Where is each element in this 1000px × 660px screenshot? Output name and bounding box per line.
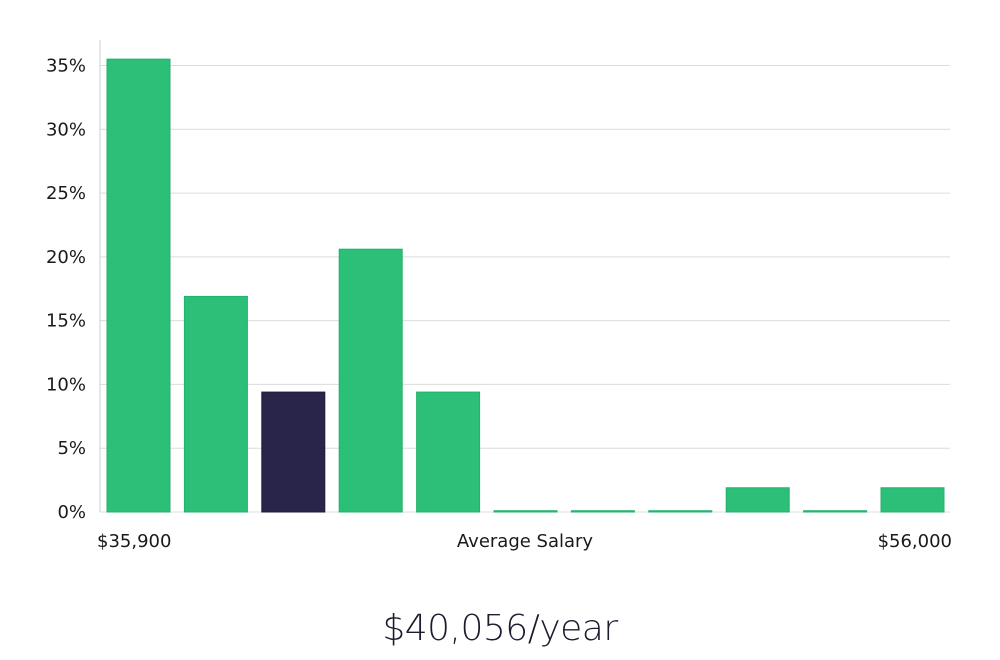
bars [106, 58, 945, 513]
y-tick-label: 0% [57, 502, 86, 523]
y-tick-label: 35% [46, 56, 86, 77]
x-min-label: $35,900 [97, 531, 171, 552]
bar [338, 248, 403, 513]
y-tick-label: 5% [57, 438, 86, 459]
bar [416, 391, 481, 513]
bar [725, 487, 790, 513]
average-salary-summary: $40,056/year [382, 608, 618, 649]
bar [648, 510, 713, 513]
y-axis-ticks: 0% 5% 10% 15% 20% 25% 30% 35% [46, 56, 86, 523]
salary-histogram-chart: 0% 5% 10% 15% 20% 25% 30% 35% $35,900 Average S… [46, 40, 952, 552]
y-tick-label: 30% [46, 119, 86, 140]
y-tick-label: 10% [46, 374, 86, 395]
bar [803, 510, 868, 513]
y-tick-label: 15% [46, 311, 86, 332]
bar [570, 510, 635, 513]
bar [106, 58, 171, 513]
y-tick-label: 20% [46, 247, 86, 268]
bar [493, 510, 558, 513]
bar [880, 487, 945, 513]
x-axis-title: Average Salary [457, 531, 594, 552]
bar-highlighted [261, 391, 326, 513]
y-tick-label: 25% [46, 183, 86, 204]
x-max-label: $56,000 [878, 531, 952, 552]
bar [183, 295, 248, 513]
